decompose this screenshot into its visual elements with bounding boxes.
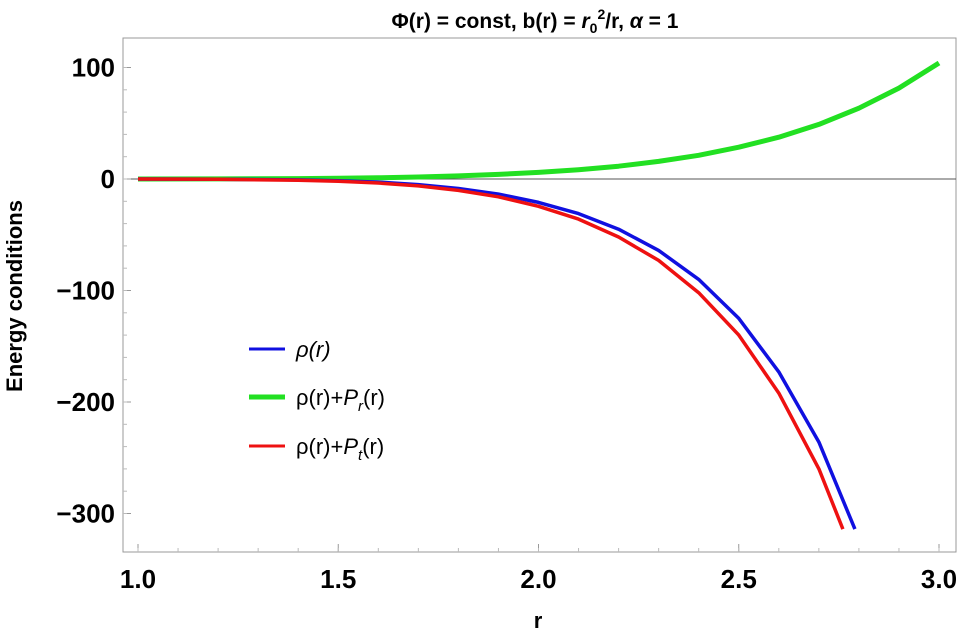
legend-label-rho-pr: ρ(r)+Pr(r)	[296, 385, 385, 415]
legend-label-rho: ρ(r)	[295, 337, 331, 362]
legend-pt-sub: t	[358, 447, 363, 464]
y-tick-label: −100	[56, 276, 115, 306]
title-prefix: Φ(r) = const, b(r) =	[392, 10, 582, 33]
x-tick-label: 2.5	[721, 564, 757, 594]
axis-ticks	[123, 67, 940, 552]
series-line-rho-pr	[137, 60, 941, 182]
y-tick-label: −300	[56, 499, 115, 529]
x-tick-label: 1.5	[320, 564, 356, 594]
y-axis-title: Energy conditions	[2, 200, 27, 392]
title-alpha: α	[630, 10, 644, 33]
series-lines	[137, 60, 941, 530]
series-line-rho-pt	[137, 177, 845, 530]
x-tick-label: 3.0	[921, 564, 957, 594]
legend: ρ(r) ρ(r)+Pr(r) ρ(r)+Pt(r)	[249, 337, 385, 464]
y-tick-label: 0	[101, 164, 115, 194]
chart-title: Φ(r) = const, b(r) = r02/r, α = 1	[392, 6, 679, 36]
plot-frame	[122, 37, 957, 553]
legend-label-rho-pt: ρ(r)+Pt(r)	[296, 434, 384, 464]
title-suffix2: = 1	[643, 10, 679, 33]
legend-rho-main: ρ(r)	[295, 337, 331, 362]
title-sub0: 0	[590, 20, 598, 36]
legend-pt-sym: P	[343, 434, 358, 459]
x-tick-label: 1.0	[120, 564, 156, 594]
legend-pt-end: (r)	[362, 434, 384, 459]
series-line-rho	[137, 177, 857, 530]
axis-tick-labels: 1.0 1.5 2.0 2.5 3.0 100 0 −100 −200 −300	[56, 53, 957, 595]
title-sup2: 2	[597, 6, 605, 22]
legend-pr-main: ρ(r)+	[296, 385, 343, 410]
legend-pr-sym: P	[343, 385, 358, 410]
title-r: r	[581, 10, 591, 33]
legend-pr-sub: r	[358, 398, 364, 415]
legend-pr-end: (r)	[363, 385, 385, 410]
y-tick-label: −200	[56, 387, 115, 417]
x-tick-label: 2.0	[520, 564, 556, 594]
title-suffix1: /r,	[605, 10, 630, 33]
y-tick-label: 100	[72, 53, 115, 83]
x-axis-title: r	[534, 608, 543, 633]
legend-pt-main: ρ(r)+	[296, 434, 343, 459]
